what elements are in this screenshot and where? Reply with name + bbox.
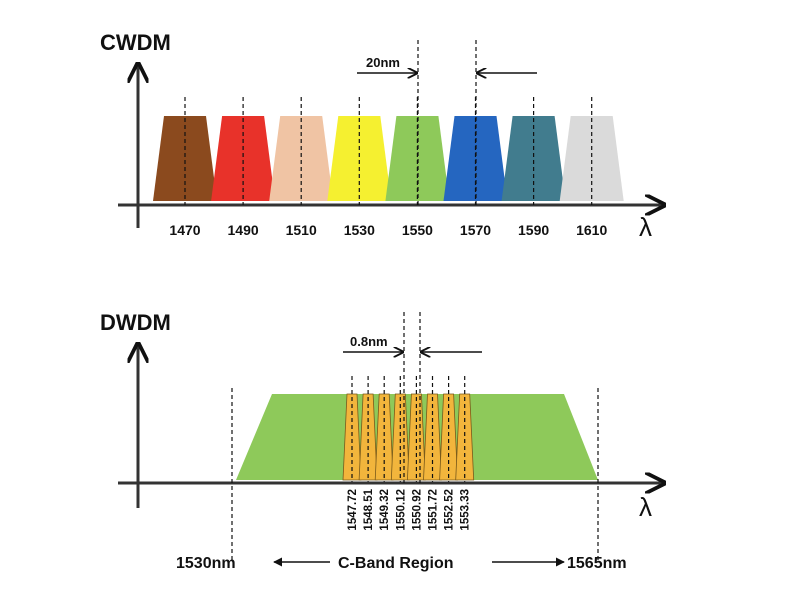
dwdm-channel-1548.51 — [358, 393, 378, 481]
cwdm-tick-label: 1530 — [344, 222, 375, 238]
dwdm-channel-1551.72 — [423, 393, 442, 481]
cwdm-spacing-label: 20nm — [366, 55, 400, 70]
dwdm-lambda-symbol: λ — [639, 492, 652, 522]
dwdm-channel-1547.72 — [342, 393, 362, 481]
cwdm-lambda-symbol: λ — [639, 212, 652, 242]
cwdm-tick-label: 1510 — [286, 222, 317, 238]
cwdm-channel-1470 — [153, 116, 217, 201]
dwdm-title: DWDM — [100, 310, 171, 335]
dwdm-channels — [342, 376, 475, 483]
dwdm-wavelength-label: 1550.12 — [395, 489, 407, 531]
cwdm-channel-1590 — [501, 116, 566, 201]
cwdm-channel-1530 — [327, 116, 392, 201]
cwdm-title: CWDM — [100, 30, 171, 55]
dwdm-wavelength-label: 1548.51 — [363, 488, 375, 530]
cwdm-channel-1550 — [385, 116, 450, 201]
dwdm-wavelength-labels: 1547.72 1548.51 1549.32 1550.12 1550.92 1551.… — [347, 488, 472, 530]
dwdm-spacing-label: 0.8nm — [350, 334, 388, 349]
cwdm-tick-label: 1610 — [576, 222, 607, 238]
cwdm-tick-labels: 1470 1490 1510 1530 1550 1570 1590 1610 — [169, 222, 607, 238]
cwdm-tick-label: 1590 — [518, 222, 549, 238]
dwdm-wavelength-label: 1547.72 — [347, 489, 359, 531]
c-band-start-label: 1530nm — [176, 555, 236, 572]
dwdm-wavelength-label: 1552.52 — [444, 489, 456, 531]
cwdm-tick-label: 1550 — [402, 222, 433, 238]
c-band-region-label: C-Band Region — [338, 555, 454, 572]
dwdm-channel-1549.32 — [374, 393, 394, 481]
dwdm-channel-1553.33 — [455, 393, 475, 481]
cwdm-tick-label: 1570 — [460, 222, 491, 238]
cwdm-channels — [153, 97, 624, 205]
cwdm-channel-1570 — [443, 116, 508, 201]
cwdm-tick-label: 1470 — [169, 222, 200, 238]
cwdm-section: CWDM 1470 1490 1510 1530 1550 1570 1590 1610 20… — [100, 30, 662, 242]
cwdm-tick-label: 1490 — [228, 222, 259, 238]
dwdm-wavelength-label: 1549.32 — [379, 489, 391, 531]
dwdm-wavelength-label: 1553.33 — [460, 489, 472, 531]
dwdm-channel-1550.12 — [390, 393, 410, 481]
dwdm-wavelength-label: 1550.92 — [411, 489, 423, 531]
dwdm-wavelength-label: 1551.72 — [428, 489, 440, 531]
cwdm-channel-1610 — [559, 116, 624, 201]
c-band-end-label: 1565nm — [567, 555, 627, 572]
cwdm-channel-1490 — [211, 116, 276, 201]
dwdm-channel-1552.52 — [439, 393, 459, 481]
cwdm-channel-1510 — [269, 116, 334, 201]
dwdm-section: DWDM 0.8nm 1547.72 1548.51 1549.32 1550.12 1… — [100, 310, 662, 572]
